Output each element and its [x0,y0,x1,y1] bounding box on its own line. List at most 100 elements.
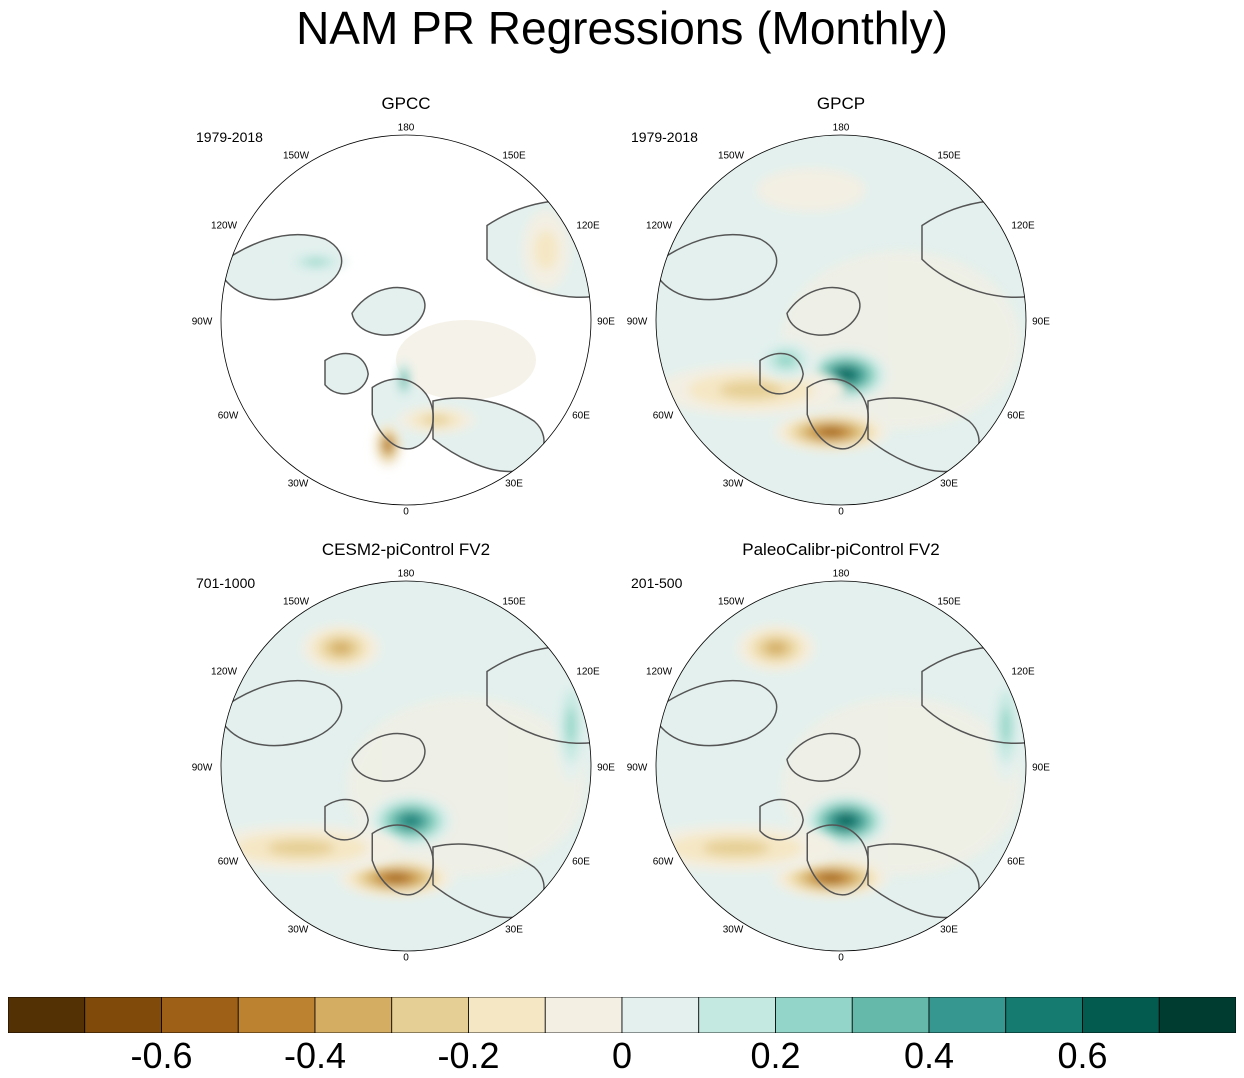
longitude-label-180: 180 [398,569,415,580]
colorbar-tick-label: -0.4 [283,1035,347,1076]
colorbar-tick-label: 0.4 [903,1035,955,1076]
anomaly-eastern-asia [522,210,570,290]
panel-period: 701-1000 [196,575,256,591]
panel-period: 1979-2018 [196,129,263,145]
colorbar-segment [698,997,776,1033]
colorbar-segment [544,997,623,1033]
polar-map-paleocalibr: 180 150E 120E 90E 60E 30E 0 30W 60W 90W 120W 150W [627,569,1051,964]
longitude-label-60w: 60W [218,857,239,868]
longitude-label-150e: 150E [502,597,526,608]
map-border [220,580,592,952]
colorbar [8,997,1236,1033]
longitude-label-0: 0 [403,953,409,964]
panel-title: GPCP [816,94,866,113]
longitude-label-30w: 30W [288,925,309,936]
colorbar-segment [1005,997,1083,1033]
anomaly-northern-europe-norwegian-sea [369,795,453,847]
longitude-label-120e: 120E [1011,667,1035,678]
longitude-label-60e: 60E [1007,411,1025,422]
longitude-label-30w: 30W [288,479,309,490]
longitude-label-90e: 90E [597,763,615,774]
panel-gpcc: GPCC 1979-2018 180 150E 120E 90E 60E 30E 0 30W 6… [192,94,616,524]
longitude-label-120e: 120E [576,667,600,678]
longitude-label-60e: 60E [572,411,590,422]
longitude-label-30e: 30E [505,925,523,936]
longitude-label-30e: 30E [940,479,958,490]
longitude-label-150w: 150W [718,597,745,608]
panel-period: 1979-2018 [631,129,698,145]
colorbar-tick-label: 0.2 [750,1035,801,1076]
longitude-label-90e: 90E [1032,317,1050,328]
colorbar-segment [851,997,930,1033]
longitude-label-0: 0 [838,507,844,518]
colorbar-segment [391,997,469,1033]
anomaly-subtropical-atlantic-band [221,824,401,872]
longitude-label-60e: 60E [572,857,590,868]
longitude-label-150e: 150E [937,597,961,608]
longitude-label-60w: 60W [218,411,239,422]
anomaly-north-pacific [756,168,866,212]
longitude-label-150w: 150W [283,597,310,608]
colorbar-tick-labels: -0.6 -0.4 -0.2 0 0.2 0.4 0.6 [0,1034,1244,1078]
map-field [656,135,1026,505]
longitude-label-30e: 30E [940,925,958,936]
polar-map-cesm2: 180 150E 120E 90E 60E 30E 0 30W 60W 90W 120W 150W [192,569,616,964]
anomaly-northern-europe-norwegian-sea [804,795,888,847]
land-area [396,320,536,400]
panel-title: CESM2-piControl FV2 [321,540,491,559]
longitude-label-180: 180 [833,123,850,134]
polar-map-gpcc: 180 150E 120E 90E 60E 30E 0 30W 60W 90W 120W 150W [192,123,616,518]
land-area [325,353,369,394]
longitude-label-0: 0 [838,953,844,964]
colorbar-tick-label: -0.6 [130,1035,193,1076]
longitude-label-30w: 30W [723,479,744,490]
anomaly-subtropical-atlantic-band [656,824,836,872]
colorbar-segment [1158,997,1236,1033]
panel-title: PaleoCalibr-piControl FV2 [742,540,940,559]
longitude-label-30w: 30W [723,925,744,936]
colorbar-segment [468,997,546,1033]
map-field [656,581,1026,951]
colorbar-tick-label: 0 [611,1035,633,1076]
colorbar-segment [8,997,86,1033]
anomaly-subtropical-atlantic [656,364,846,416]
anomaly-north-pacific-aleutian- [301,624,381,672]
longitude-label-150w: 150W [718,151,745,162]
longitude-label-90w: 90W [627,763,648,774]
longitude-label-90w: 90W [192,763,213,774]
panel-period: 201-500 [631,575,683,591]
map-border [655,580,1027,952]
longitude-label-180: 180 [833,569,850,580]
colorbar-tick-label: -0.2 [437,1035,500,1076]
colorbar-segment [775,997,853,1033]
longitude-label-180: 180 [398,123,415,134]
panel-cesm2: CESM2-piControl FV2 701-1000 180 150E 120E… [192,540,616,970]
longitude-label-150e: 150E [937,151,961,162]
colorbar-segment [84,997,162,1033]
panel-gpcp: GPCP 1979-2018 180 150E 120E 90E 60E 30E 0 30W 6… [627,94,1051,524]
longitude-label-90e: 90E [1032,763,1050,774]
colorbar-segment [928,997,1007,1033]
colorbar-segment [1082,997,1160,1033]
map-field [221,581,591,951]
colorbar-segment [161,997,239,1033]
map-border [220,134,592,506]
colorbar-segment [237,997,316,1033]
anomaly-mediterranean-southern-europe [396,406,476,434]
anomaly-iberia-mediterranean [773,412,889,452]
longitude-label-60e: 60E [1007,857,1025,868]
longitude-label-90w: 90W [627,317,648,328]
longitude-label-150e: 150E [502,151,526,162]
anomaly-east-asia-japan [557,671,585,781]
polar-map-gpcp: 180 150E 120E 90E 60E 30E 0 30W 60W 90W 120W 150W [627,123,1051,518]
colorbar-segment [314,997,393,1033]
land-area [221,234,342,300]
land-area [352,287,425,336]
anomaly-western-canada-alaska-coast [284,253,348,271]
longitude-label-150w: 150W [283,151,310,162]
anomaly-iberia-mediterranean [773,858,889,898]
longitude-label-30e: 30E [505,479,523,490]
longitude-label-60w: 60W [653,857,674,868]
longitude-label-60w: 60W [653,411,674,422]
anomaly-iberia-mediterranean [338,858,454,898]
